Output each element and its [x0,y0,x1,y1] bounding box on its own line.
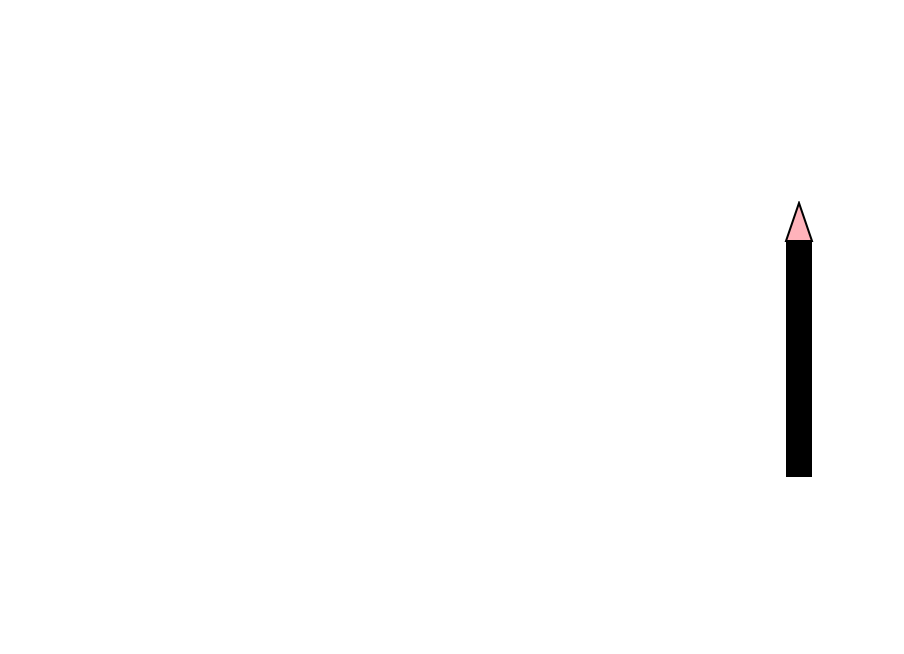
colorbar-overflow-arrow-icon [784,201,814,242]
contour-plot-canvas [130,155,768,470]
colorbar [786,242,812,477]
